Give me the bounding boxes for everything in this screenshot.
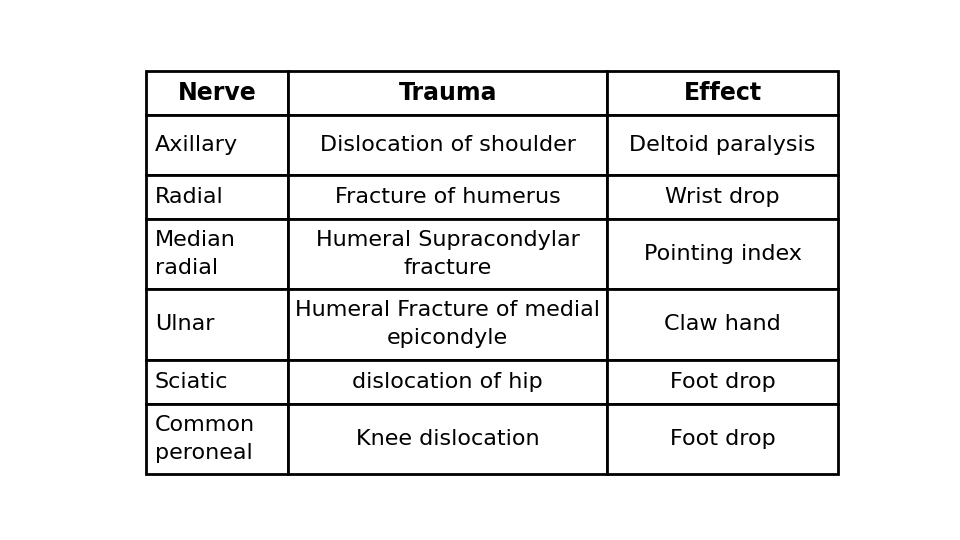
Text: Median
radial: Median radial	[155, 230, 236, 278]
Text: Deltoid paralysis: Deltoid paralysis	[630, 135, 816, 155]
Text: Effect: Effect	[684, 81, 761, 105]
Bar	[146, 219, 288, 289]
Bar	[288, 289, 608, 360]
Bar	[288, 71, 608, 115]
Bar	[288, 174, 608, 219]
Bar	[608, 174, 838, 219]
Bar	[146, 360, 288, 404]
Text: dislocation of hip: dislocation of hip	[352, 372, 543, 392]
Text: Pointing index: Pointing index	[644, 244, 802, 264]
Text: Ulnar: Ulnar	[155, 314, 214, 334]
Text: Trauma: Trauma	[398, 81, 497, 105]
Text: Dislocation of shoulder: Dislocation of shoulder	[320, 135, 576, 155]
Bar	[288, 115, 608, 174]
Text: Axillary: Axillary	[155, 135, 238, 155]
Text: Foot drop: Foot drop	[670, 429, 776, 449]
Bar	[146, 404, 288, 474]
Bar	[608, 219, 838, 289]
Text: Fracture of humerus: Fracture of humerus	[335, 187, 561, 207]
Bar	[146, 289, 288, 360]
Text: Humeral Supracondylar
fracture: Humeral Supracondylar fracture	[316, 230, 580, 278]
Text: Sciatic: Sciatic	[155, 372, 228, 392]
Bar	[288, 219, 608, 289]
Text: Common
peroneal: Common peroneal	[155, 415, 255, 463]
Bar	[146, 115, 288, 174]
Text: Nerve: Nerve	[178, 81, 256, 105]
Text: Radial: Radial	[155, 187, 224, 207]
Text: Wrist drop: Wrist drop	[665, 187, 780, 207]
Bar	[608, 71, 838, 115]
Bar	[608, 289, 838, 360]
Text: Humeral Fracture of medial
epicondyle: Humeral Fracture of medial epicondyle	[296, 300, 600, 348]
Text: Knee dislocation: Knee dislocation	[356, 429, 540, 449]
Text: Claw hand: Claw hand	[664, 314, 781, 334]
Bar	[608, 404, 838, 474]
Bar	[146, 71, 288, 115]
Bar	[608, 115, 838, 174]
Bar	[146, 174, 288, 219]
Bar	[288, 404, 608, 474]
Bar	[288, 360, 608, 404]
Text: Foot drop: Foot drop	[670, 372, 776, 392]
Bar	[608, 360, 838, 404]
